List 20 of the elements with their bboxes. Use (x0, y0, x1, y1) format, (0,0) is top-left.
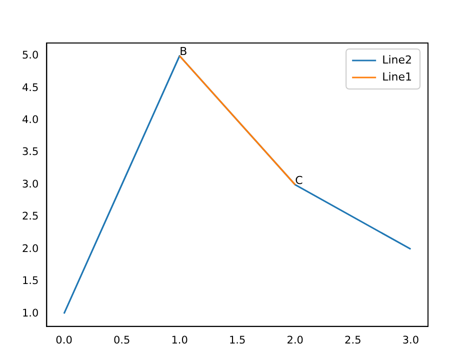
y-tick-label: 3.5 (22, 146, 39, 158)
x-tick-label: 2.5 (344, 334, 362, 346)
x-tick-label: 1.5 (229, 334, 246, 346)
x-tick-label: 3.0 (402, 334, 420, 346)
y-tick-label: 2.0 (22, 242, 39, 255)
y-tick-label: 3.0 (22, 178, 39, 190)
x-tick-label: 1.0 (171, 334, 188, 346)
y-tick-label: 2.5 (22, 210, 39, 223)
y-tick-label: 1.0 (22, 307, 39, 320)
x-tick-label: 0.5 (113, 334, 130, 346)
legend-label: Line2 (382, 53, 412, 66)
annotation: B (180, 45, 188, 58)
x-tick-label: 2.0 (286, 334, 304, 346)
annotation: C (295, 174, 304, 188)
y-tick-label: 5.0 (22, 50, 39, 62)
x-tick-label: 0.0 (56, 334, 72, 346)
y-tick-label: 1.5 (22, 275, 39, 288)
y-tick-label: 4.5 (22, 82, 39, 94)
legend-label: Line1 (382, 70, 412, 84)
y-tick-label: 4.0 (22, 114, 39, 126)
